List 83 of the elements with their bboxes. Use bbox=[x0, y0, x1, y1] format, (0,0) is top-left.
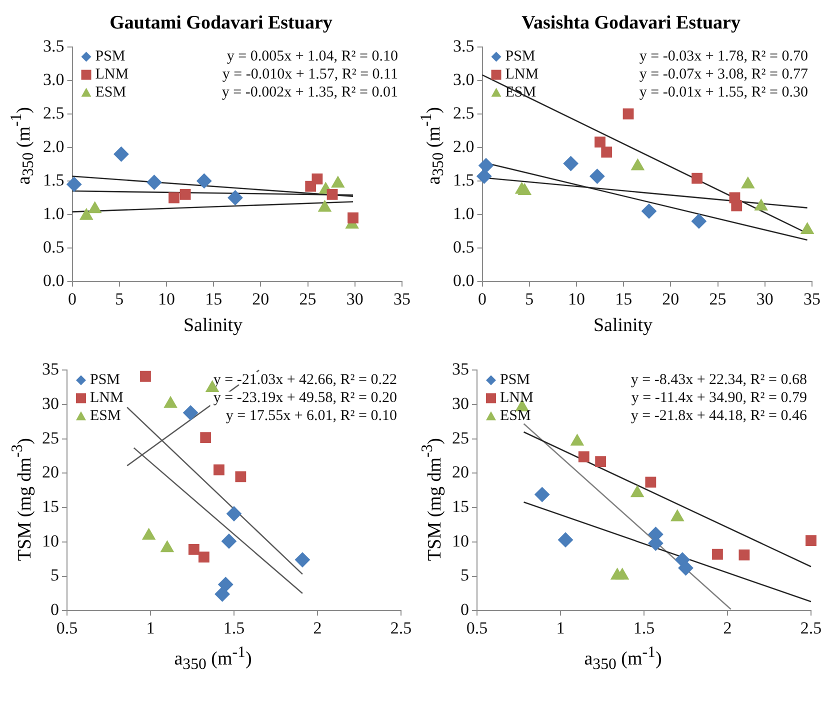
x-tick-label: 20 bbox=[252, 289, 270, 308]
annotation: y = -21.8x + 44.18, R² = 0.46 bbox=[630, 408, 808, 424]
y-tick-label: 35 bbox=[42, 360, 59, 379]
x-tick-label: 25 bbox=[709, 289, 726, 308]
y-tick-label: 1.5 bbox=[43, 170, 64, 190]
y-tick-label: 3.0 bbox=[453, 70, 474, 89]
annotation: y = -0.03x + 1.78, R² = 0.70 bbox=[639, 48, 808, 65]
x-tick-label: 30 bbox=[756, 289, 774, 308]
y-tick-label: 15 bbox=[452, 497, 469, 516]
y-tick-label: 0.0 bbox=[453, 271, 474, 290]
y-tick-label: 20 bbox=[452, 462, 469, 482]
legend-label: PSM bbox=[95, 48, 126, 65]
y-tick-label: 2.5 bbox=[43, 103, 64, 122]
annotation: y = -0.07x + 3.08, R² = 0.77 bbox=[639, 66, 809, 83]
y-tick-label: 1.0 bbox=[453, 204, 474, 223]
legend-label: LNM bbox=[90, 390, 123, 406]
annotation: y = -8.43x + 22.34, R² = 0.68 bbox=[630, 372, 807, 388]
x-tick-label: 25 bbox=[299, 289, 316, 308]
legend-label: PSM bbox=[500, 372, 530, 388]
y-tick-label: 3.5 bbox=[43, 36, 64, 56]
y-tick-label: 2.5 bbox=[453, 103, 474, 122]
x-tick-label: 15 bbox=[615, 289, 632, 308]
y-tick-label: 10 bbox=[452, 531, 469, 550]
x-tick-label: 1.5 bbox=[633, 618, 654, 638]
y-tick-label: 5 bbox=[50, 566, 59, 585]
legend-label: ESM bbox=[95, 84, 126, 101]
x-axis-title: Salinity bbox=[593, 315, 653, 337]
x-tick-label: 1.5 bbox=[223, 618, 244, 638]
legend-label: LNM bbox=[95, 66, 129, 83]
chart-title: Gautami Godavari Estuary bbox=[110, 12, 333, 34]
chart-title: Vasishta Godavari Estuary bbox=[522, 12, 742, 34]
x-tick-label: 20 bbox=[662, 289, 680, 308]
x-tick-label: 35 bbox=[804, 289, 821, 308]
y-tick-label: 20 bbox=[42, 462, 59, 482]
y-tick-label: 1.0 bbox=[43, 204, 64, 223]
x-axis-title: a$_{350}$ (m$^{-1}$) bbox=[174, 644, 252, 674]
annotation: y = -0.01x + 1.55, R² = 0.30 bbox=[639, 84, 808, 101]
x-tick-label: 2.5 bbox=[390, 618, 412, 638]
legend-label: ESM bbox=[500, 408, 530, 424]
y-tick-label: 0.5 bbox=[453, 238, 474, 257]
y-tick-label: 0.0 bbox=[43, 271, 64, 290]
y-tick-label: 3.5 bbox=[453, 36, 474, 56]
legend-label: PSM bbox=[505, 48, 536, 65]
x-tick-label: 10 bbox=[568, 289, 586, 308]
y-tick-label: 0 bbox=[460, 600, 469, 620]
y-tick-label: 2.0 bbox=[43, 136, 64, 156]
legend-label: LNM bbox=[505, 66, 539, 83]
y-tick-label: 0.5 bbox=[43, 238, 64, 257]
y-tick-label: 30 bbox=[42, 394, 59, 414]
annotation: y = 0.005x + 1.04, R² = 0.10 bbox=[226, 48, 398, 65]
x-tick-label: 10 bbox=[158, 289, 176, 308]
y-tick-label: 15 bbox=[42, 497, 59, 516]
x-tick-label: 2.5 bbox=[800, 618, 822, 638]
y-tick-label: 30 bbox=[452, 394, 469, 414]
annotation: y = -11.4x + 34.90, R² = 0.79 bbox=[631, 390, 807, 406]
x-tick-label: 0 bbox=[478, 289, 487, 308]
x-tick-label: 1 bbox=[146, 618, 154, 638]
x-tick-label: 30 bbox=[346, 289, 364, 308]
annotation: y = -0.010x + 1.57, R² = 0.11 bbox=[222, 66, 398, 83]
x-axis-title: Salinity bbox=[183, 315, 243, 337]
x-tick-label: 1 bbox=[556, 618, 564, 638]
legend-label: LNM bbox=[500, 390, 533, 406]
x-tick-label: 15 bbox=[205, 289, 222, 308]
y-tick-label: 0 bbox=[50, 600, 59, 620]
x-tick-label: 5 bbox=[115, 289, 124, 308]
y-tick-label: 25 bbox=[452, 428, 469, 448]
legend-label: PSM bbox=[90, 372, 120, 388]
y-tick-label: 35 bbox=[452, 360, 469, 379]
x-tick-label: 35 bbox=[394, 289, 411, 308]
y-tick-label: 25 bbox=[42, 428, 59, 448]
annotation: y = -0.002x + 1.35, R² = 0.01 bbox=[222, 84, 398, 101]
y-tick-label: 10 bbox=[42, 531, 59, 550]
y-tick-label: 3.0 bbox=[43, 70, 64, 89]
annotation: y = 17.55x + 6.01, R² = 0.10 bbox=[226, 408, 397, 424]
x-tick-label: 2 bbox=[312, 618, 322, 638]
y-tick-label: 1.5 bbox=[453, 170, 474, 190]
legend-label: ESM bbox=[90, 408, 120, 424]
x-tick-label: 2 bbox=[722, 618, 732, 638]
y-tick-label: 5 bbox=[460, 566, 469, 585]
x-tick-label: 5 bbox=[525, 289, 534, 308]
y-tick-label: 2.0 bbox=[453, 136, 474, 156]
x-axis-title: a$_{350}$ (m$^{-1}$) bbox=[584, 644, 662, 674]
x-tick-label: 0 bbox=[68, 289, 77, 308]
